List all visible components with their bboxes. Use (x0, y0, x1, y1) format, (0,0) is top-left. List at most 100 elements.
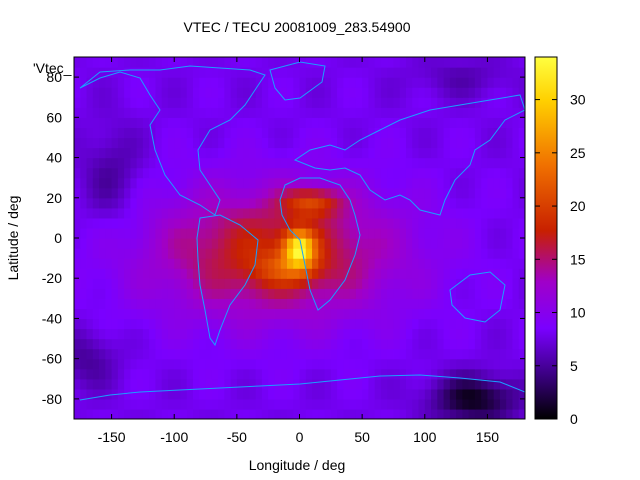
heatmap-cell (224, 117, 232, 128)
heatmap-cell (299, 358, 307, 370)
heatmap-cell (499, 298, 507, 309)
heatmap-cell (374, 328, 382, 340)
heatmap-cell (211, 258, 219, 269)
heatmap-cell (186, 227, 194, 239)
heatmap-cell (105, 67, 113, 78)
heatmap-cell (155, 197, 163, 209)
heatmap-cell (431, 238, 438, 249)
heatmap-cell (99, 117, 106, 128)
heatmap-cell (387, 288, 395, 299)
heatmap-cell (431, 157, 438, 169)
heatmap-cell (418, 368, 426, 380)
heatmap-cell (167, 107, 175, 118)
heatmap-cell (499, 268, 507, 279)
heatmap-cell (199, 177, 207, 189)
heatmap-cell (293, 197, 301, 209)
heatmap-cell (318, 97, 326, 108)
heatmap-cell (280, 207, 288, 219)
heatmap-cell (180, 157, 188, 169)
heatmap-cell (399, 388, 407, 400)
heatmap-cell (405, 238, 413, 249)
heatmap-cell (255, 368, 263, 380)
heatmap-cell (142, 157, 150, 169)
heatmap-cell (136, 238, 144, 249)
heatmap-cell (186, 288, 194, 299)
heatmap-cell (236, 398, 244, 410)
heatmap-cell (368, 157, 376, 169)
heatmap-cell (186, 187, 194, 199)
heatmap-cell (280, 338, 288, 350)
heatmap-cell (330, 197, 338, 209)
heatmap-cell (205, 408, 213, 419)
heatmap-cell (362, 328, 369, 340)
heatmap-cell (412, 207, 420, 219)
heatmap-cell (368, 358, 376, 370)
heatmap-cell (249, 227, 257, 239)
heatmap-cell (286, 248, 294, 259)
heatmap-cell (205, 67, 213, 78)
heatmap-cell (449, 117, 457, 128)
heatmap-cell (186, 197, 194, 209)
heatmap-cell (180, 298, 188, 309)
heatmap-cell (86, 57, 94, 68)
heatmap-cell (362, 318, 369, 330)
heatmap-cell (199, 288, 207, 299)
heatmap-cell (518, 197, 525, 209)
heatmap-cell (142, 378, 150, 390)
heatmap-cell (330, 248, 338, 259)
heatmap-cell (218, 117, 225, 128)
heatmap-cell (481, 328, 489, 340)
heatmap-cell (355, 308, 363, 320)
heatmap-cell (111, 268, 119, 279)
heatmap-cell (186, 348, 194, 360)
heatmap-cell (124, 278, 131, 289)
heatmap-cell (412, 177, 420, 189)
heatmap-cell (224, 207, 232, 219)
heatmap-cell (343, 348, 351, 360)
heatmap-cell (493, 408, 501, 419)
heatmap-cell (261, 318, 269, 330)
heatmap-cell (374, 87, 382, 98)
heatmap-cell (174, 358, 182, 370)
heatmap-cell (130, 248, 138, 259)
heatmap-cell (99, 157, 106, 169)
heatmap-cell (236, 288, 244, 299)
heatmap-cell (155, 358, 163, 370)
heatmap-cell (124, 248, 131, 259)
heatmap-cell (255, 398, 263, 410)
heatmap-cell (424, 248, 432, 259)
heatmap-cell (224, 408, 232, 419)
heatmap-cell (368, 167, 376, 179)
heatmap-cell (205, 167, 213, 179)
heatmap-cell (399, 288, 407, 299)
heatmap-cell (74, 97, 81, 108)
heatmap-cell (418, 328, 426, 340)
heatmap-cell (518, 137, 525, 149)
heatmap-cell (130, 187, 138, 199)
heatmap-cell (512, 77, 520, 88)
heatmap-cell (387, 378, 395, 390)
heatmap-cell (105, 167, 113, 179)
heatmap-cell (199, 258, 207, 269)
heatmap-cell (211, 388, 219, 400)
heatmap-cell (481, 338, 489, 350)
heatmap-cell (261, 268, 269, 279)
heatmap-cell (418, 187, 426, 199)
heatmap-cell (243, 87, 250, 98)
heatmap-cell (462, 308, 470, 320)
colorbar-tick-label: 15 (570, 251, 586, 267)
heatmap-cell (174, 67, 182, 78)
heatmap-cell (218, 358, 225, 370)
heatmap-cell (293, 258, 301, 269)
heatmap-cell (387, 107, 395, 118)
heatmap-cell (236, 177, 244, 189)
heatmap-cell (199, 157, 207, 169)
heatmap-cell (249, 117, 257, 128)
heatmap-cell (305, 137, 313, 149)
heatmap-cell (161, 248, 169, 259)
heatmap-cell (205, 57, 213, 68)
heatmap-cell (268, 157, 276, 169)
heatmap-cell (249, 177, 257, 189)
heatmap-cell (186, 248, 194, 259)
